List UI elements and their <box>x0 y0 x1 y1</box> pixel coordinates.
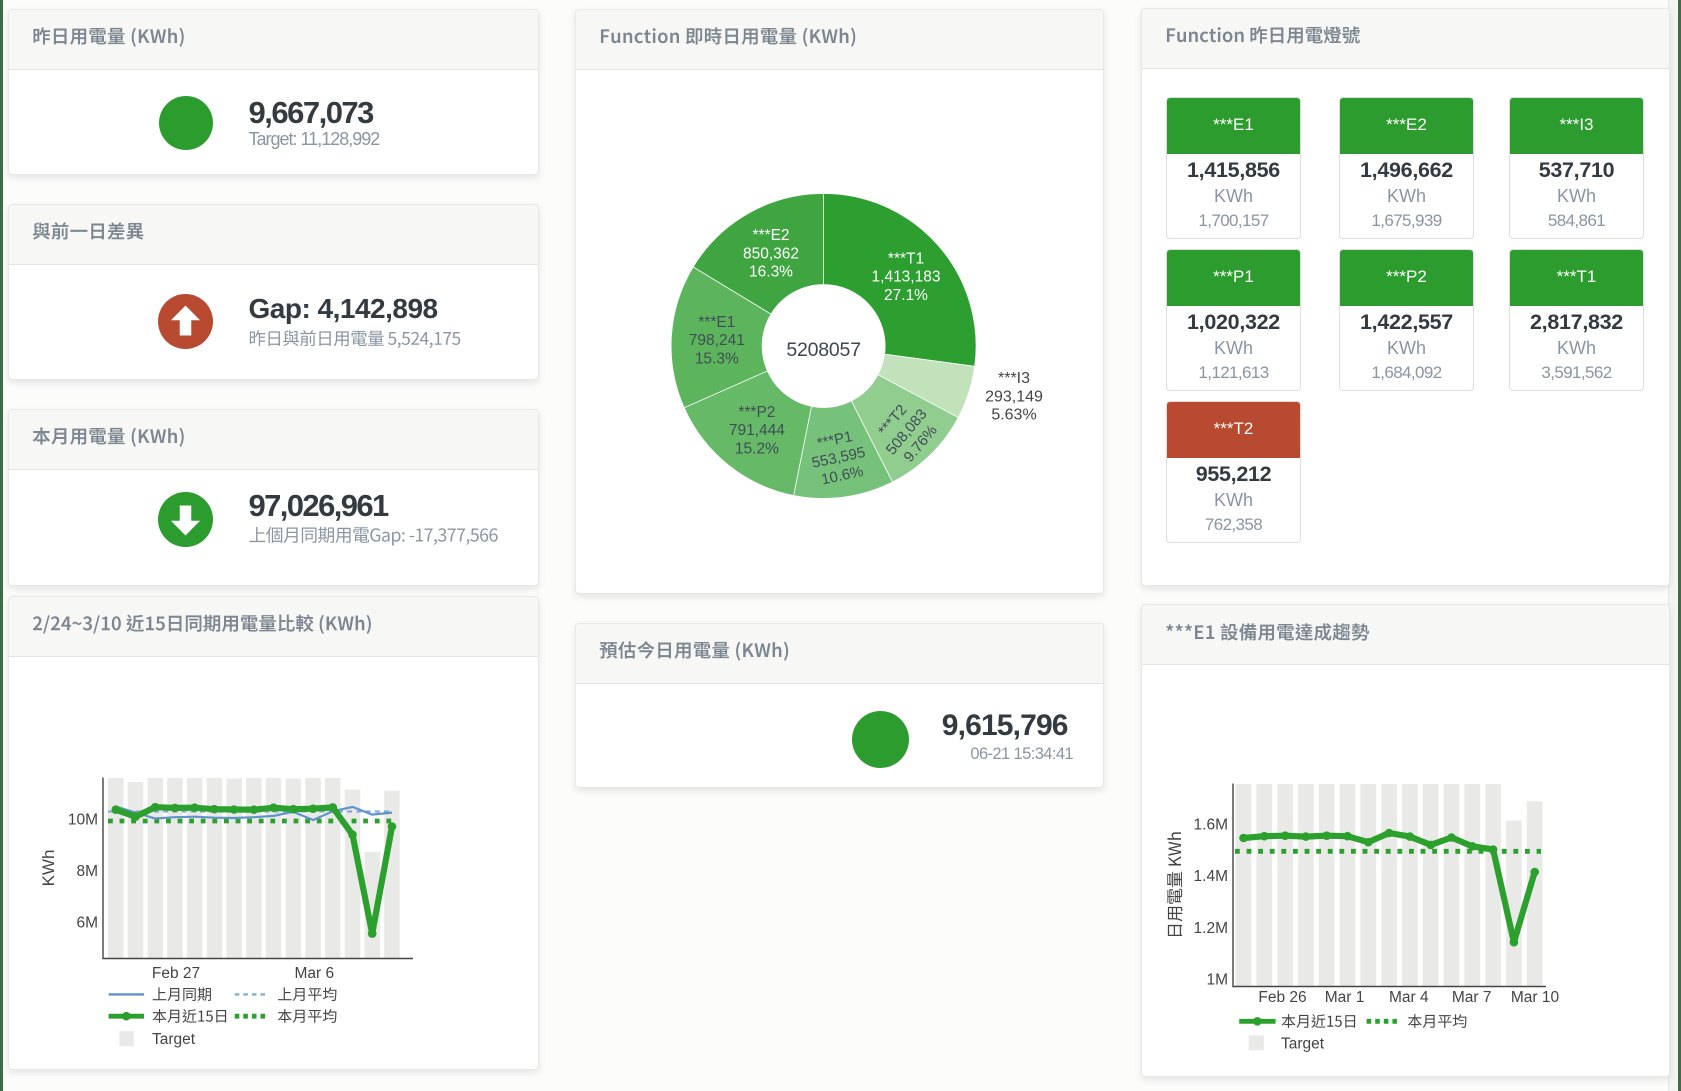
svg-text:15.2%: 15.2% <box>735 440 779 457</box>
svg-text:Mar 10: Mar 10 <box>1511 989 1560 1006</box>
svg-text:5.63%: 5.63% <box>991 407 1036 424</box>
svg-text:Mar 6: Mar 6 <box>294 965 334 982</box>
svg-text:Mar 7: Mar 7 <box>1452 989 1492 1006</box>
svg-text:Feb 27: Feb 27 <box>152 965 200 982</box>
svg-text:KWh: KWh <box>39 850 58 887</box>
svg-text:10M: 10M <box>68 812 98 829</box>
svg-text:293,149: 293,149 <box>985 388 1043 405</box>
svg-text:8M: 8M <box>76 863 98 880</box>
svg-text:Mar 1: Mar 1 <box>1325 989 1365 1006</box>
svg-text:Target: Target <box>152 1031 196 1048</box>
svg-text:1.4M: 1.4M <box>1194 868 1228 885</box>
svg-text:***I3: ***I3 <box>998 370 1030 387</box>
svg-text:798,241: 798,241 <box>689 332 745 349</box>
svg-text:16.3%: 16.3% <box>749 264 793 281</box>
svg-text:Mar 4: Mar 4 <box>1389 989 1429 1006</box>
svg-text:1,413,183: 1,413,183 <box>872 269 941 286</box>
svg-text:6M: 6M <box>76 915 98 932</box>
svg-text:Target: Target <box>1281 1035 1325 1052</box>
svg-text:27.1%: 27.1% <box>884 287 928 304</box>
svg-text:15.3%: 15.3% <box>695 350 739 367</box>
svg-text:***T1: ***T1 <box>888 251 924 268</box>
svg-text:***P2: ***P2 <box>738 404 775 421</box>
svg-text:1.6M: 1.6M <box>1194 817 1228 834</box>
svg-text:***E2: ***E2 <box>752 227 789 244</box>
svg-text:***E1: ***E1 <box>698 314 735 331</box>
svg-text:850,362: 850,362 <box>743 245 799 262</box>
svg-text:1M: 1M <box>1206 972 1228 989</box>
svg-text:791,444: 791,444 <box>729 422 785 439</box>
svg-text:1.2M: 1.2M <box>1194 920 1228 937</box>
svg-text:Feb 26: Feb 26 <box>1258 989 1306 1006</box>
svg-text:5208057: 5208057 <box>786 339 861 361</box>
